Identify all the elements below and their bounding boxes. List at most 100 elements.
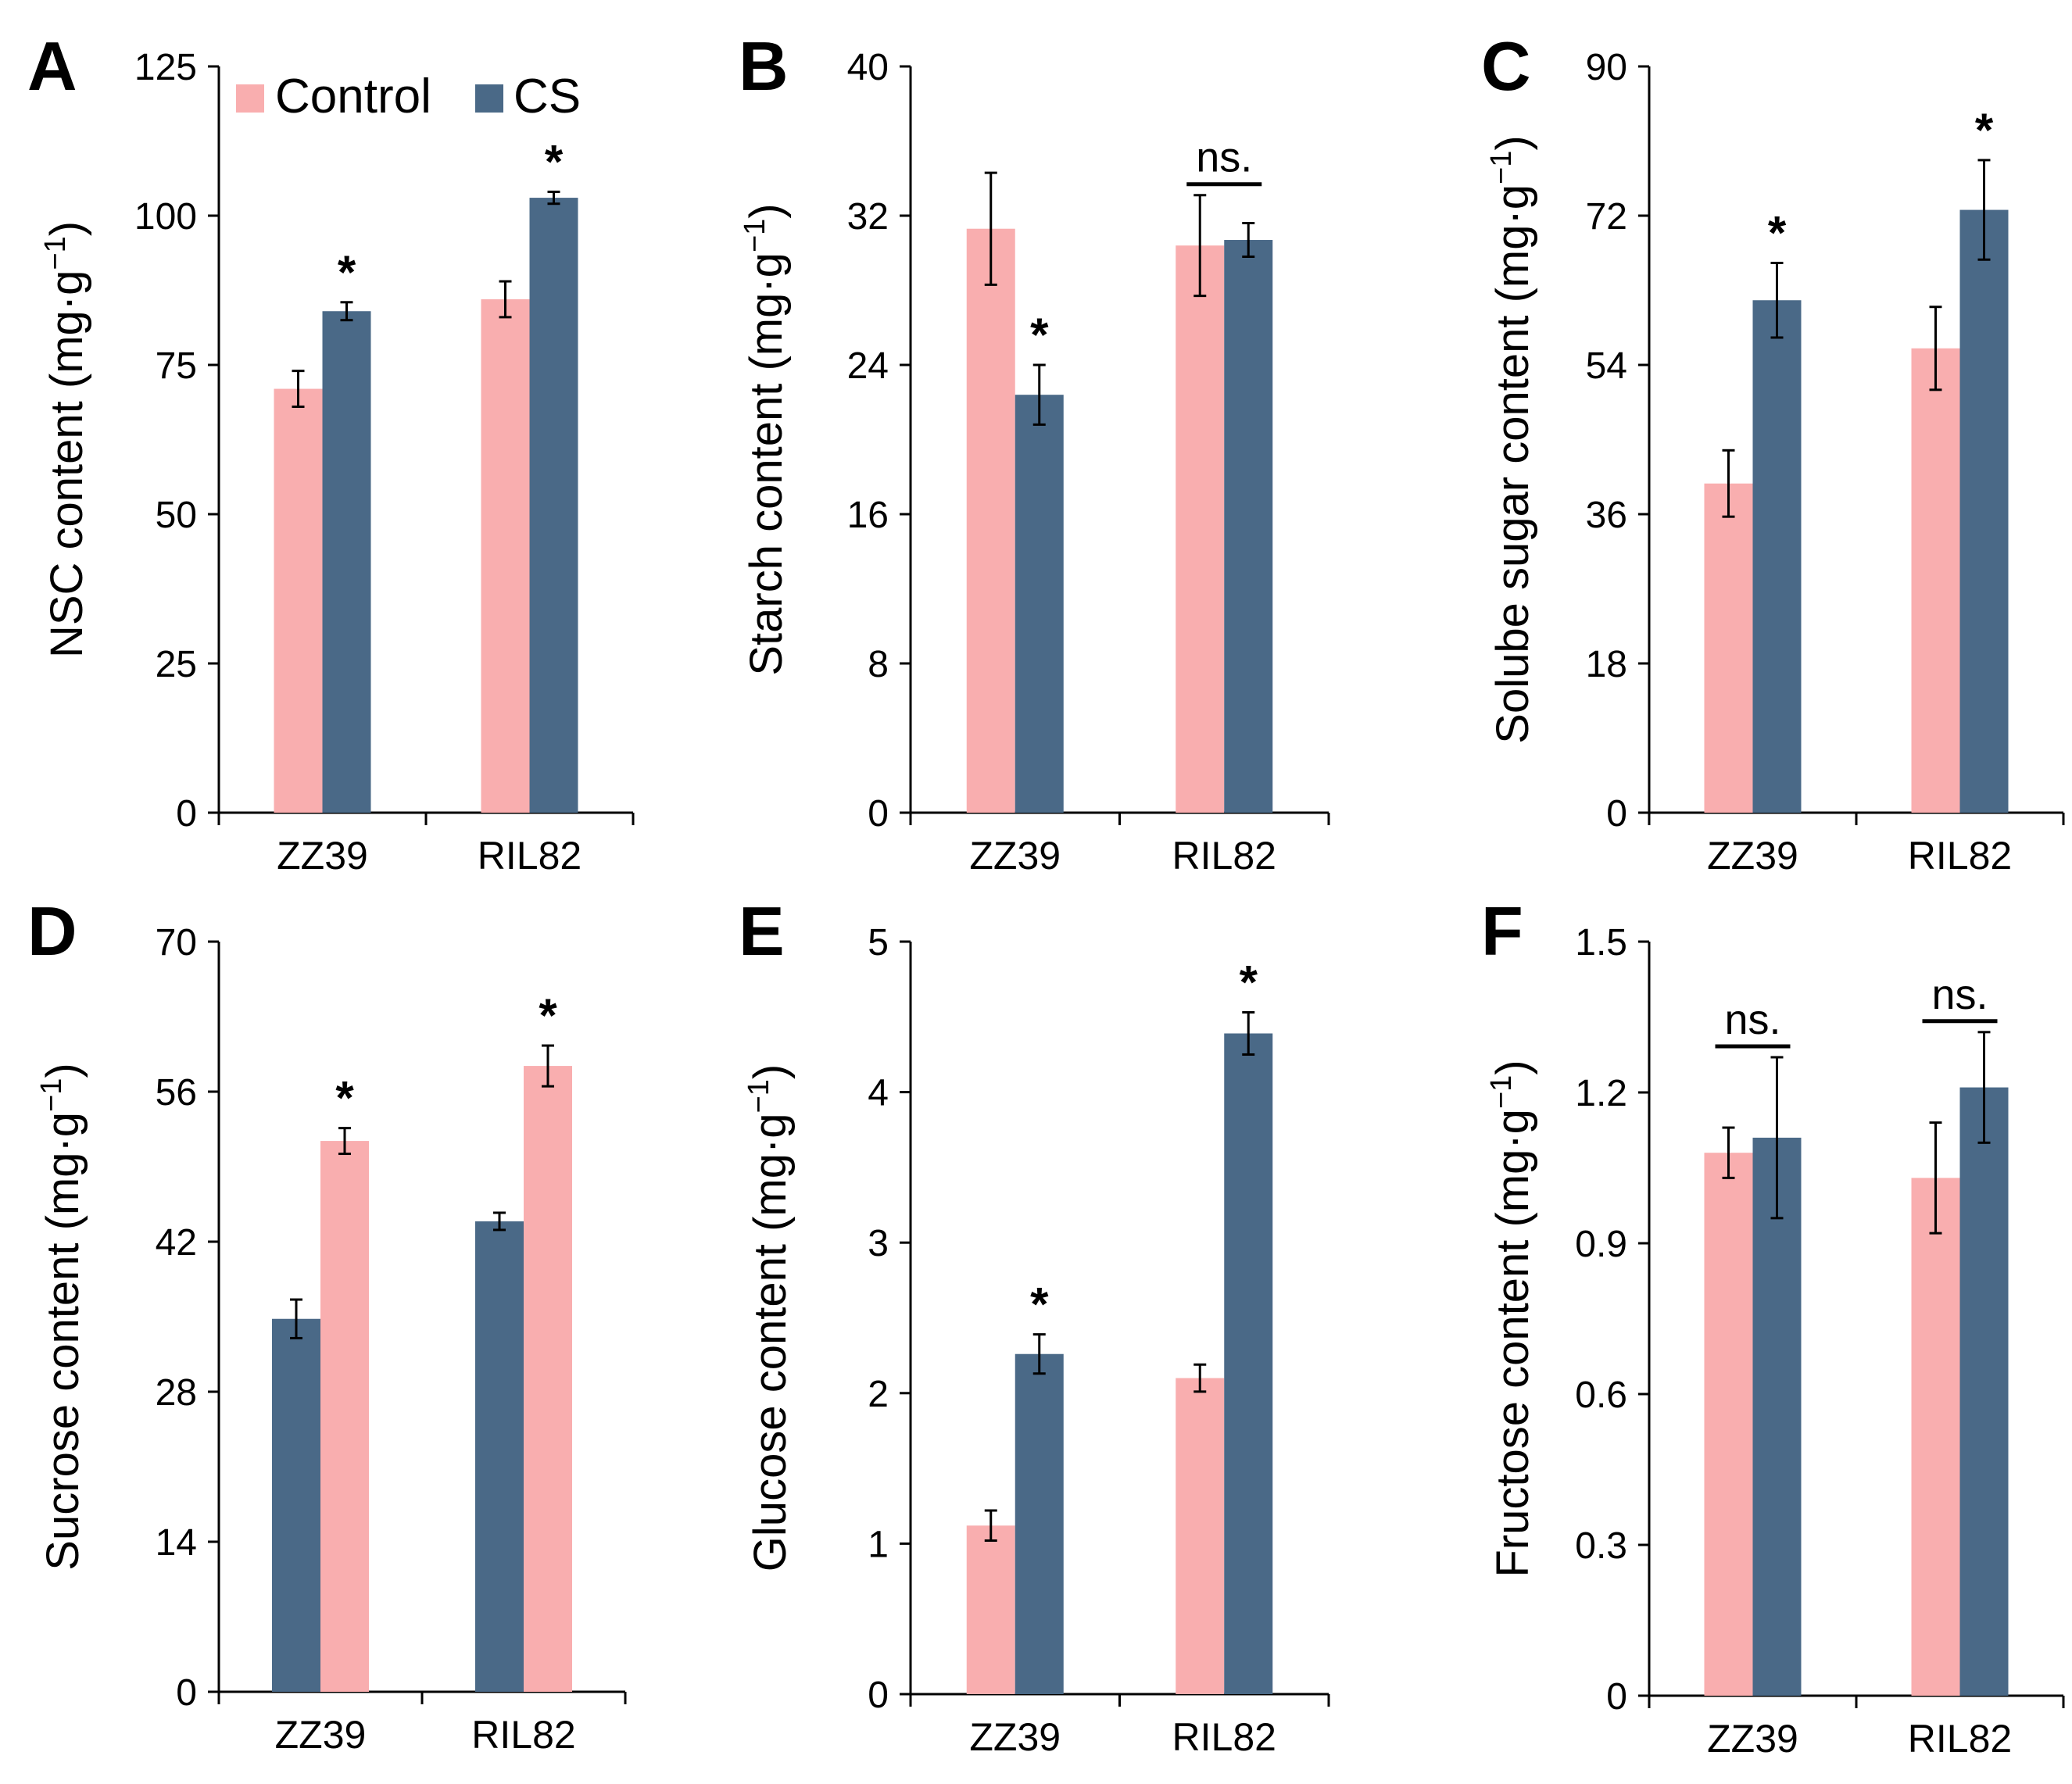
legend-swatch-cs [475,84,503,113]
bar-cs-ril82 [475,1221,524,1692]
y-axis-title: Glucose content (mg·g−1) [743,1064,796,1571]
x-category-label: RIL82 [1908,834,2012,878]
x-category-label: ZZ39 [277,834,368,878]
panel-c: C 0 18 36 54 72 90 Solube sugar content (mg·g−1… [1481,27,2065,878]
y-axis-title-end: ) [38,1063,88,1078]
panel-letter: A [27,27,77,105]
y-tick-label: 42 [156,1222,197,1264]
bar-cs-zz39 [1752,1137,1802,1696]
bar-control-zz39 [320,1141,369,1692]
panel-f: F 0 0.3 0.6 0.9 1.2 1.5 Fructose content (mg·g−… [1481,892,2065,1761]
y-axis-title: Fructose content (mg·g−1) [1485,1060,1538,1577]
y-tick-label: 56 [156,1072,197,1114]
bar-control-ril82 [1911,348,1960,813]
y-tick-label: 0.9 [1575,1224,1627,1265]
y-tick-label: 0 [176,1672,197,1714]
y-tick-label: 0 [1606,1676,1627,1718]
x-category-label: RIL82 [478,834,582,878]
y-tick-label: 70 [156,922,197,964]
x-category-label: ZZ39 [969,834,1061,878]
panel-b: B 0 8 16 24 32 40 Starch content (mg·g−1) ZZ39 * R… [739,27,1330,878]
x-category-label: ZZ39 [1707,1717,1798,1761]
y-tick-label: 75 [156,345,197,387]
legend: Control CS [236,70,581,123]
y-tick-label: 100 [134,196,197,238]
significance-ns-label: ns. [1196,134,1252,181]
panel-letter: C [1481,27,1531,105]
y-tick-label: 1 [868,1524,889,1565]
bar-cs-ril82 [1224,1033,1273,1694]
bar-cs-ril82 [529,198,578,813]
x-category-label: ZZ39 [969,1715,1061,1759]
bar-cs-zz39 [272,1318,320,1692]
bar-cs-ril82 [1959,1087,2009,1696]
bar-control-zz39 [966,228,1015,813]
significance-star: * [1975,104,1994,156]
y-tick-label: 2 [868,1374,889,1415]
y-tick-label: 5 [868,922,889,964]
y-axis-title-exponent: −1 [1485,1075,1518,1109]
panel-d: D 0 14 28 42 56 70 Sucrose content (mg·g−1) ZZ39… [27,892,627,1757]
bar-cs-zz39 [1015,1353,1064,1694]
x-category-label: ZZ39 [1707,834,1798,878]
significance-star: * [335,1072,354,1124]
bar-control-zz39 [966,1525,1015,1694]
y-axis-title-exponent: −1 [1485,151,1518,184]
y-tick-label: 0.6 [1575,1375,1627,1416]
y-axis-title-end: ) [1487,135,1538,150]
bar-cs-zz39 [1752,300,1802,813]
y-axis-title: NSC content (mg·g−1) [39,221,92,658]
panel-a: A 0 25 50 75 100 125 NSC content (mg·g−1) ZZ39 * R… [27,27,635,878]
panel-letter: D [27,892,77,970]
y-tick-label: 36 [1586,495,1627,536]
bar-control-zz39 [1704,1153,1753,1696]
panel-letter: E [739,892,785,970]
bar-cs-zz39 [1015,395,1064,813]
significance-star: * [1030,309,1049,361]
y-tick-label: 18 [1586,644,1627,685]
y-tick-label: 16 [847,495,889,536]
y-axis-title: Solube sugar content (mg·g−1) [1485,135,1538,743]
y-tick-label: 0 [176,793,197,835]
bar-control-ril82 [524,1066,572,1692]
y-tick-label: 28 [156,1372,197,1414]
legend-label-cs: CS [514,70,581,123]
bar-cs-zz39 [322,311,371,813]
panel-letter: B [739,27,789,105]
significance-star: * [545,135,564,188]
y-tick-label: 8 [868,644,889,685]
y-tick-label: 0 [1606,793,1627,835]
y-tick-label: 32 [847,196,889,238]
y-tick-label: 50 [156,495,197,536]
significance-star: * [539,989,557,1042]
legend-swatch-control [236,84,264,113]
y-axis-title-end: ) [41,221,92,236]
bar-control-ril82 [1176,245,1225,813]
x-category-label: RIL82 [1908,1717,2012,1761]
significance-ns-label: ns. [1724,996,1780,1043]
x-category-label: RIL82 [1172,834,1276,878]
x-category-label: ZZ39 [275,1713,367,1757]
bar-control-ril82 [1911,1178,1960,1696]
y-tick-label: 1.2 [1575,1073,1627,1114]
panel-letter: F [1481,892,1523,970]
y-tick-label: 14 [156,1522,197,1564]
bar-control-ril82 [481,299,530,813]
y-tick-label: 3 [868,1223,889,1264]
y-axis-title: Starch content (mg·g−1) [739,203,792,675]
y-tick-label: 54 [1586,345,1627,387]
y-tick-label: 1.5 [1575,922,1627,964]
y-axis-title-exponent: −1 [739,219,771,252]
y-tick-label: 72 [1586,196,1627,238]
bar-cs-ril82 [1224,240,1273,813]
y-tick-label: 24 [847,345,889,387]
bar-control-zz39 [274,388,323,813]
bar-control-zz39 [1704,483,1753,813]
panel-e: E 0 1 2 3 4 5 Glucose content (mg·g−1) ZZ39 * RIL8… [739,892,1330,1759]
y-axis-title: Sucrose content (mg·g−1) [35,1063,88,1570]
y-axis-title-end: ) [741,203,792,218]
y-tick-label: 4 [868,1073,889,1114]
x-category-label: RIL82 [471,1713,575,1757]
x-category-label: RIL82 [1172,1715,1276,1759]
